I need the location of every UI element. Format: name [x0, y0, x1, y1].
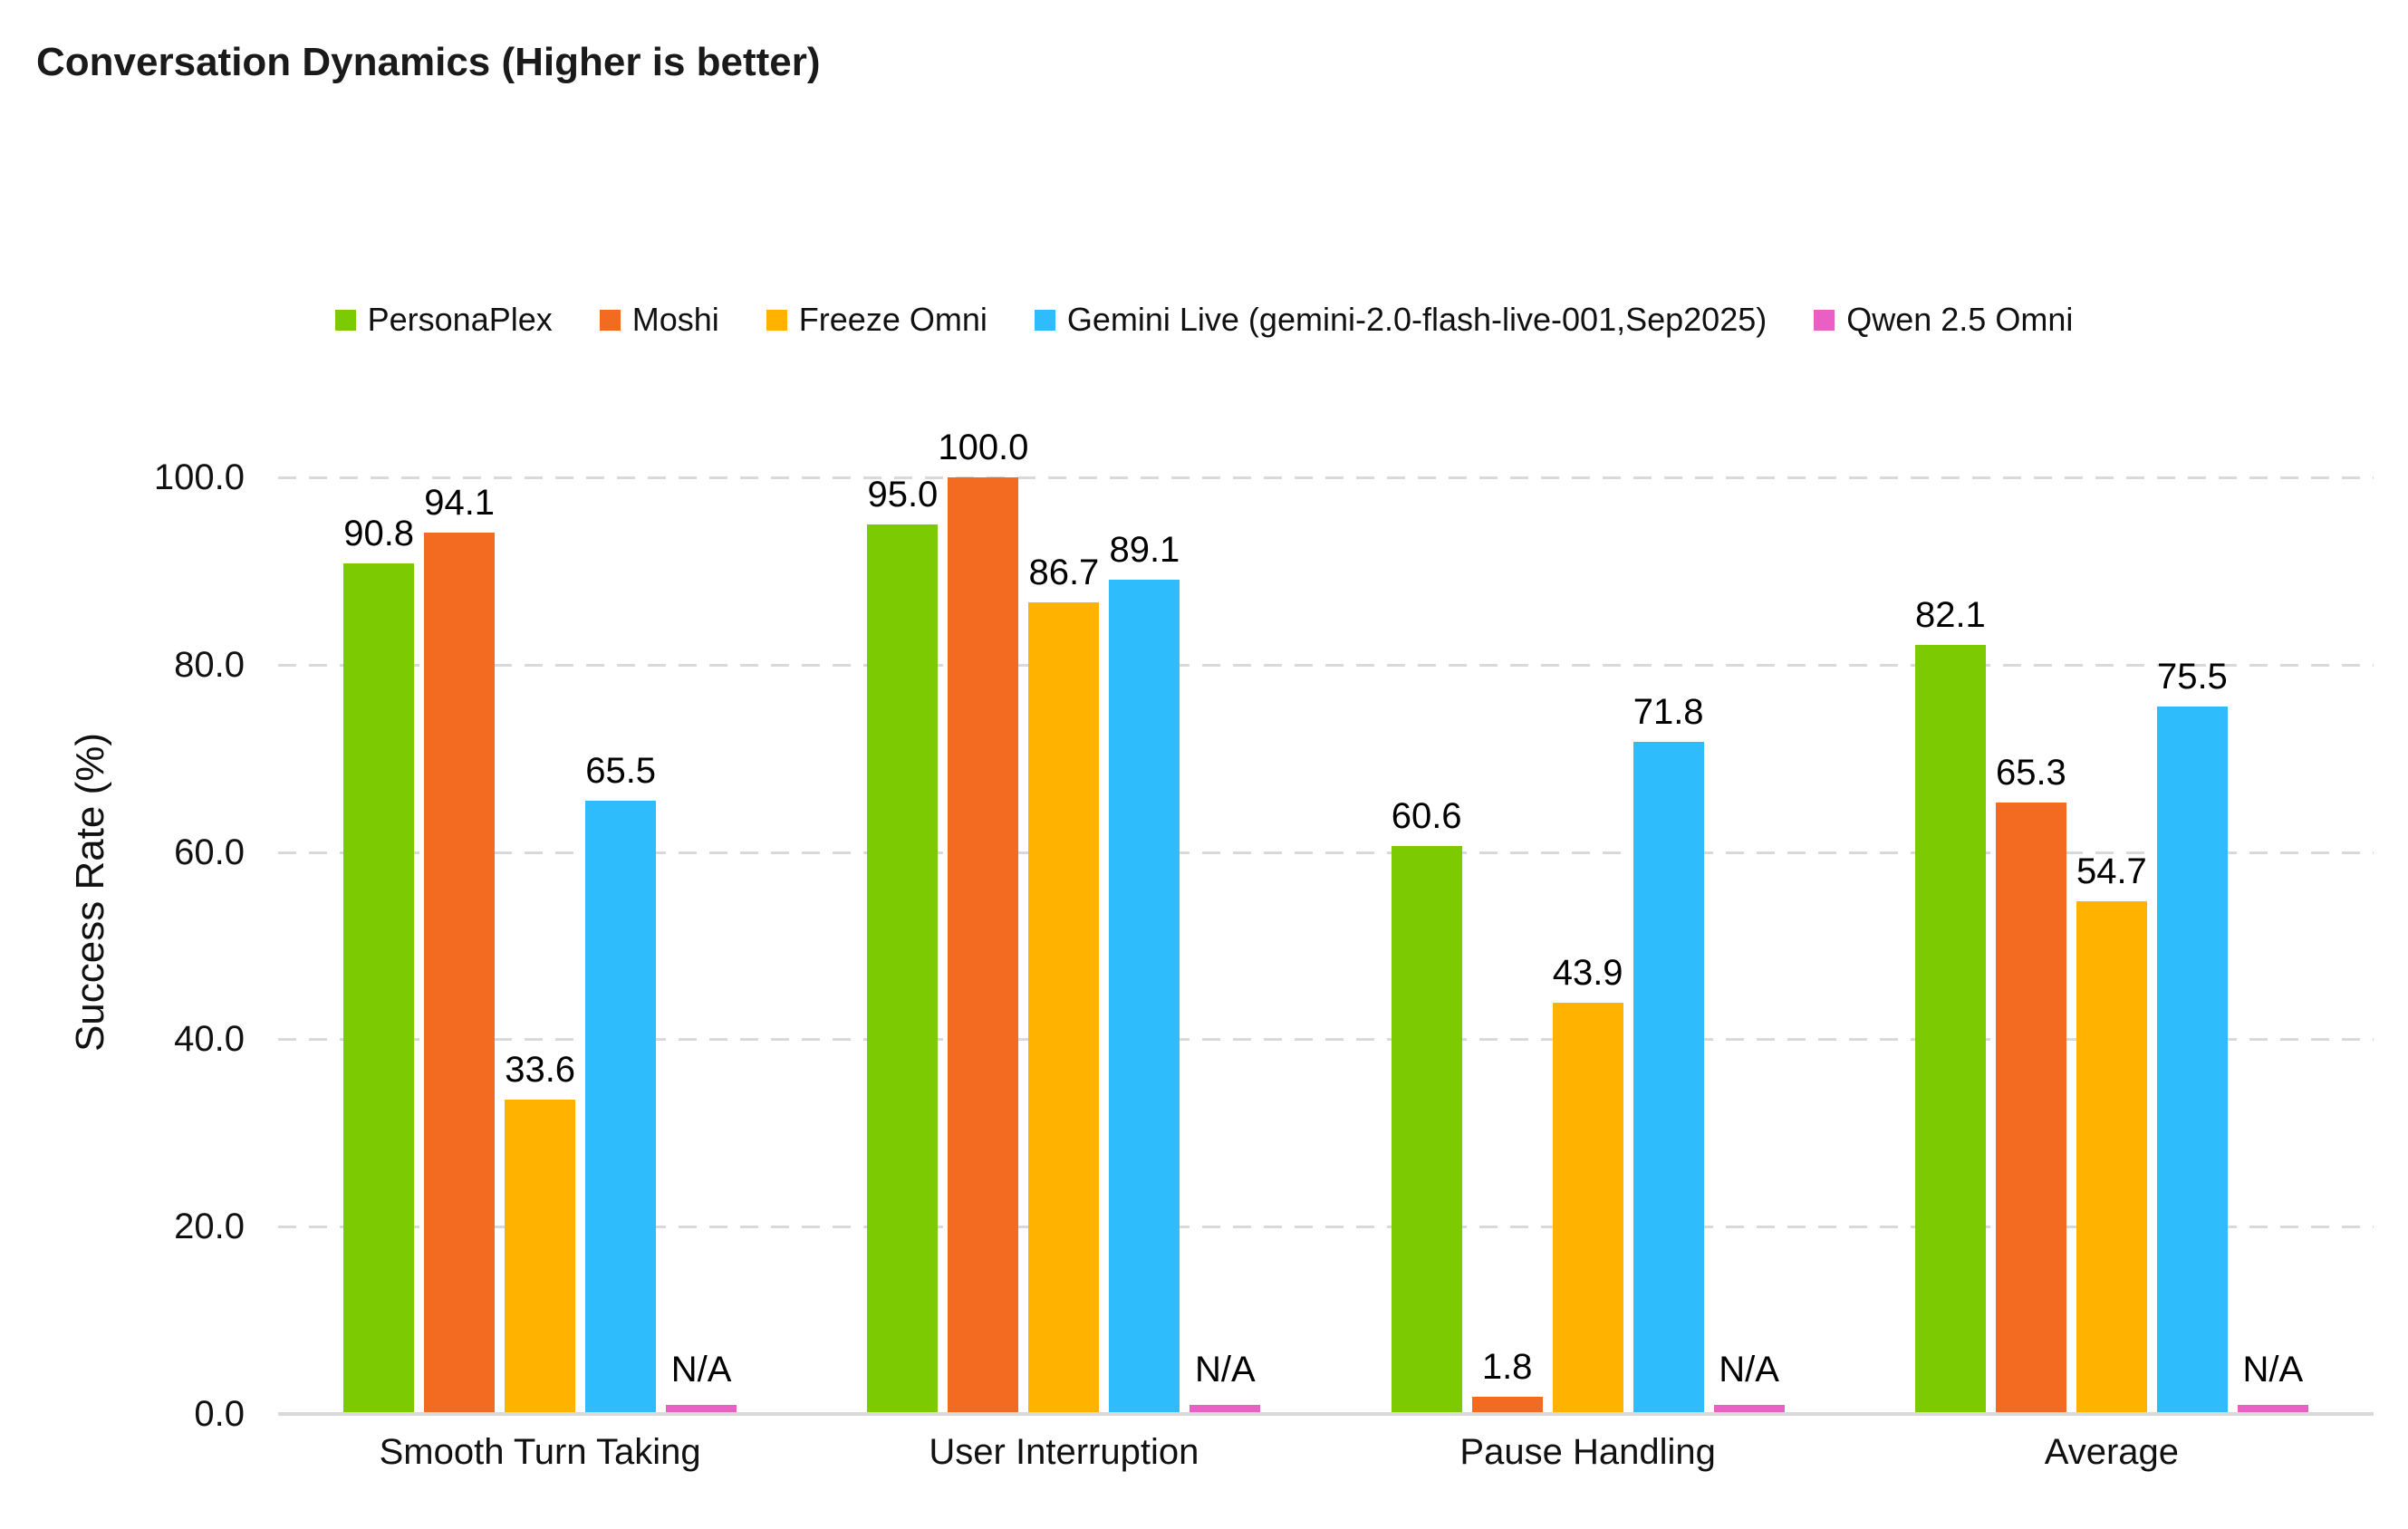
gridline	[278, 476, 2374, 479]
bar: 82.1	[1914, 595, 1986, 1414]
bar-value-label: 33.6	[505, 1050, 576, 1090]
bar: 43.9	[1552, 953, 1623, 1414]
legend: PersonaPlex Moshi Freeze Omni Gemini Live (…	[0, 301, 2408, 339]
bar-value-label: N/A	[670, 1350, 732, 1390]
bar-value-label: 65.3	[1995, 753, 2066, 793]
bar: 95.0	[867, 475, 939, 1414]
bar-value-label: N/A	[1195, 1350, 1256, 1390]
bar: 33.6	[505, 1050, 576, 1414]
bar-value-label: 86.7	[1028, 553, 1100, 592]
legend-swatch	[1814, 309, 1835, 331]
bars-row: 90.8 94.1 33.6 65.5 N/A	[278, 483, 802, 1414]
gridline	[278, 851, 2374, 854]
legend-item: Freeze Omni	[766, 301, 987, 339]
bar: 1.8	[1471, 1347, 1543, 1414]
y-axis-tick-label: 0.0	[194, 1394, 245, 1434]
chart-title: Conversation Dynamics (Higher is better)	[36, 40, 821, 84]
y-axis-tick-label: 100.0	[153, 457, 245, 497]
category-label: Average	[2044, 1432, 2179, 1472]
gridline	[278, 1038, 2374, 1042]
bar-value-label: 90.8	[343, 514, 415, 553]
bar-value-label: 54.7	[2076, 851, 2147, 891]
bar: N/A	[666, 1350, 737, 1414]
bar-value-label: 100.0	[938, 428, 1029, 467]
bars-row: 60.6 1.8 43.9 71.8 N/A	[1326, 692, 1850, 1414]
legend-swatch	[766, 309, 787, 331]
bar: 100.0	[938, 428, 1028, 1414]
bar-value-label: 71.8	[1633, 692, 1704, 732]
bar: N/A	[2237, 1350, 2308, 1414]
bar-value-label: 95.0	[867, 475, 939, 514]
legend-label: PersonaPlex	[367, 301, 553, 338]
y-axis-tick-label: 80.0	[174, 644, 245, 685]
bar: 86.7	[1028, 553, 1100, 1414]
gridline	[278, 1226, 2374, 1229]
bar: N/A	[1713, 1350, 1785, 1414]
plot-area: 90.8 94.1 33.6 65.5 N/A Smooth Turn Taking 95.…	[278, 428, 2374, 1472]
bar-value-label: 65.5	[585, 751, 657, 791]
bar: 90.8	[343, 514, 415, 1414]
bar-group: 82.1 65.3 54.7 75.5 N/A Average	[1850, 477, 2374, 1472]
bars-row: 82.1 65.3 54.7 75.5 N/A	[1850, 595, 2374, 1414]
bar: 60.6	[1391, 796, 1462, 1414]
bar-value-label: 82.1	[1914, 595, 1986, 635]
category-label: Pause Handling	[1459, 1432, 1716, 1472]
legend-item: Gemini Live (gemini-2.0-flash-live-001,S…	[1034, 301, 1767, 339]
bar-value-label: 94.1	[424, 483, 496, 523]
bar: 71.8	[1633, 692, 1704, 1414]
y-axis-tick-labels: 100.0 80.0 60.0 40.0 20.0 0.0	[0, 457, 245, 1434]
bar-value-label: 75.5	[2156, 657, 2228, 697]
category-label: Smooth Turn Taking	[379, 1432, 701, 1472]
bar-value-label: N/A	[2242, 1350, 2304, 1390]
bar: N/A	[1190, 1350, 1261, 1414]
bar: 54.7	[2076, 851, 2147, 1414]
legend-swatch	[1034, 309, 1055, 331]
x-axis-baseline	[278, 1412, 2374, 1416]
category-label: User Interruption	[929, 1432, 1199, 1472]
legend-label: Moshi	[631, 301, 719, 338]
bars-row: 95.0 100.0 86.7 89.1 N/A	[802, 428, 1325, 1414]
bar-value-label: 60.6	[1391, 796, 1462, 836]
bar-group: 90.8 94.1 33.6 65.5 N/A Smooth Turn Taking	[278, 477, 802, 1472]
legend-swatch	[599, 309, 621, 331]
legend-item: PersonaPlex	[334, 301, 553, 339]
bar-value-label: 1.8	[1481, 1347, 1533, 1387]
bar-value-label: 43.9	[1552, 953, 1623, 993]
legend-label: Qwen 2.5 Omni	[1846, 301, 2074, 338]
y-axis-tick-label: 20.0	[174, 1207, 245, 1247]
legend-label: Freeze Omni	[798, 301, 987, 338]
bar-value-label: N/A	[1719, 1350, 1779, 1390]
legend-item: Qwen 2.5 Omni	[1814, 301, 2073, 339]
legend-label: Gemini Live (gemini-2.0-flash-live-001,S…	[1066, 301, 1767, 338]
y-axis-tick-label: 60.0	[174, 832, 245, 872]
bar-group: 60.6 1.8 43.9 71.8 N/A Pause Handling	[1326, 477, 1850, 1472]
bar: 89.1	[1109, 530, 1180, 1414]
y-axis-tick-label: 40.0	[174, 1019, 245, 1060]
gridline	[278, 663, 2374, 667]
legend-item: Moshi	[599, 301, 719, 339]
bar-value-label: 89.1	[1109, 530, 1180, 570]
legend-swatch	[334, 309, 356, 331]
bar-groups: 90.8 94.1 33.6 65.5 N/A Smooth Turn Taking 95.…	[278, 428, 2374, 1472]
bar: 94.1	[424, 483, 496, 1414]
bar: 65.5	[585, 751, 657, 1414]
bar: 65.3	[1995, 753, 2066, 1414]
bar-group: 95.0 100.0 86.7 89.1 N/A User Interruption	[802, 428, 1325, 1472]
bar: 75.5	[2156, 657, 2228, 1414]
